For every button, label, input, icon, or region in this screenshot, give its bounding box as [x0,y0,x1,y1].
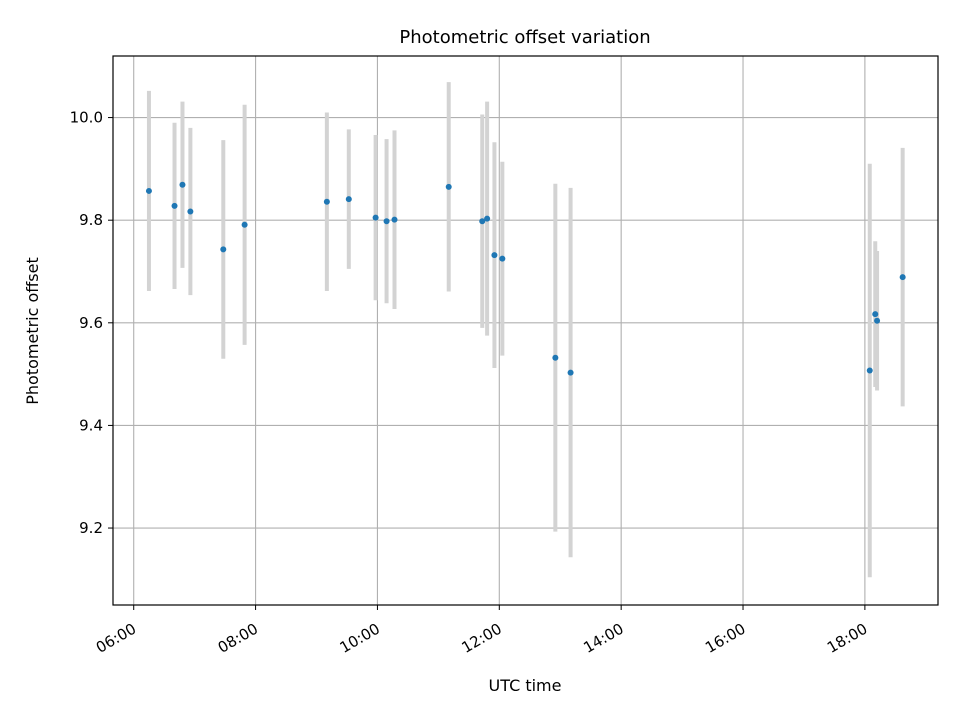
data-point [383,218,390,225]
chart-title: Photometric offset variation [399,27,650,48]
data-point [499,255,506,262]
data-point [187,208,194,215]
data-point [445,183,452,190]
plot-frame [112,55,939,606]
data-point [866,367,873,374]
data-point [567,369,574,376]
y-tick-label: 9.2 [79,519,103,537]
data-point [241,221,248,228]
data-point [899,274,906,281]
data-point [345,196,352,203]
data-point [171,202,178,209]
data-point [372,214,379,221]
data-point [552,354,559,361]
y-tick-label: 10.0 [70,109,103,127]
data-point [491,252,498,259]
data-point [872,311,879,318]
data-point [391,216,398,223]
data-point [220,246,227,253]
point-layer [145,181,906,376]
data-point [323,198,330,205]
y-tick-label: 9.4 [79,416,103,434]
data-point [479,218,486,225]
y-axis-title: Photometric offset [23,257,42,405]
data-point [145,187,152,194]
data-point [484,215,491,222]
y-tick-label: 9.6 [79,314,103,332]
y-axis: 9.2 9.4 9.6 9.8 10.0 [70,109,113,537]
data-point [179,181,186,188]
data-point [874,317,881,324]
x-axis-title: UTC time [489,676,562,695]
y-tick-label: 9.8 [79,211,103,229]
